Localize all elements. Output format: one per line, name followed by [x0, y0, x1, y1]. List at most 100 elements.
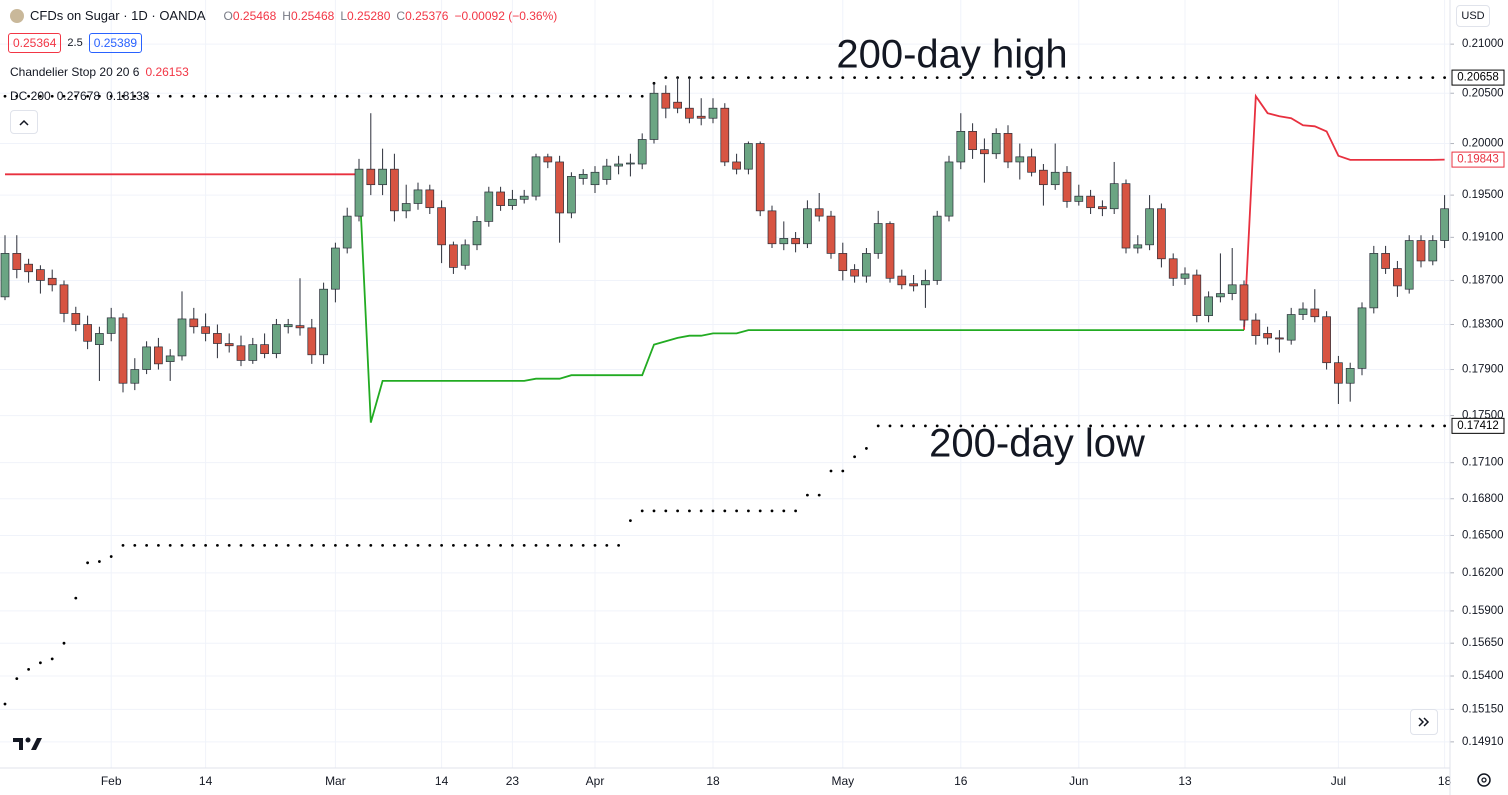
collapse-button[interactable] — [10, 110, 38, 134]
candle-body — [59, 284, 69, 314]
candle-body — [1381, 253, 1390, 269]
candle-body — [1204, 296, 1213, 316]
x-tick-label: Feb — [101, 774, 122, 788]
x-tick-label: Mar — [325, 774, 346, 788]
donchian-dot — [1089, 76, 1092, 79]
donchian-dot — [1230, 424, 1234, 428]
settings-icon[interactable] — [1477, 773, 1491, 787]
donchian-dot — [180, 543, 184, 547]
candle-body — [177, 318, 187, 357]
donchian-dot — [369, 94, 373, 98]
last-value-box — [1451, 417, 1505, 434]
donchian-dot — [983, 76, 986, 79]
symbol: CFDs on Sugar · 1D · OANDA — [30, 8, 206, 23]
donchian-dot — [558, 94, 561, 98]
donchian-dot — [1325, 424, 1328, 428]
candle-body — [1192, 274, 1202, 316]
indicator-name: Chandelier Stop 20 20 6 — [10, 65, 140, 79]
donchian-dot — [463, 94, 467, 98]
candle-body — [1027, 156, 1036, 173]
donchian-dot — [1160, 424, 1163, 428]
donchian-dot — [357, 94, 361, 98]
donchian-dot — [570, 94, 573, 98]
donchian-dot — [121, 94, 125, 98]
candle-body — [248, 344, 258, 361]
candle-body — [295, 325, 305, 329]
donchian-dot — [1112, 424, 1116, 428]
candle-body — [590, 171, 600, 186]
candle-body — [1322, 316, 1331, 364]
candle-body — [826, 215, 836, 254]
candle-body — [272, 324, 281, 355]
candle-body — [401, 203, 411, 212]
donchian-dot — [1313, 76, 1317, 79]
candle-body — [36, 269, 45, 281]
y-tick-label: 0.20500 — [1462, 87, 1504, 99]
donchian-dot — [463, 543, 467, 547]
donchian-dot — [688, 509, 691, 513]
donchian-dot — [487, 94, 491, 98]
donchian-dot — [900, 424, 904, 428]
candle-body — [1003, 133, 1013, 163]
donchian-dot — [806, 76, 809, 79]
candle-body — [425, 189, 435, 209]
donchian-dot — [534, 94, 538, 98]
candle-body — [1275, 337, 1284, 340]
donchian-dot — [770, 76, 774, 79]
donchian-dot — [204, 543, 208, 547]
candle-body — [873, 223, 883, 254]
buy-button[interactable]: 0.25389 — [88, 33, 143, 53]
chevron-right — [1418, 717, 1430, 727]
donchian-dot — [404, 543, 408, 547]
donchian-dot — [617, 94, 620, 98]
candle-body — [1440, 208, 1449, 241]
tradingview-logo — [13, 737, 42, 750]
candle-body — [1074, 195, 1084, 202]
donchian-dot — [286, 94, 290, 98]
sell-button[interactable]: 0.25364 — [8, 33, 62, 53]
donchian-dot — [1195, 76, 1199, 79]
donchian-dot — [758, 76, 762, 79]
donchian-dot — [1254, 76, 1258, 79]
donchian-dot — [593, 94, 597, 98]
ohlc-value: 0.25280 — [347, 8, 391, 23]
donchian-dot — [676, 509, 679, 513]
y-tick-label: 0.15900 — [1462, 605, 1504, 617]
candle-body — [47, 277, 57, 286]
donchian-dot — [369, 543, 373, 547]
donchian-dot — [888, 424, 892, 428]
donchian-dot — [1313, 424, 1317, 428]
donchian-dot — [841, 469, 845, 473]
currency-button[interactable]: USD — [1456, 5, 1490, 27]
donchian-dot — [1053, 424, 1057, 428]
ohlc-key: H — [282, 8, 291, 23]
candle-body — [708, 107, 718, 119]
donchian-dot — [747, 76, 750, 79]
donchian-dot — [1266, 76, 1269, 79]
y-tick-label: 0.15150 — [1462, 703, 1504, 715]
donchian-dot — [1006, 424, 1010, 428]
donchian-dot — [1030, 76, 1033, 79]
candle-body — [24, 263, 33, 273]
candle-body — [838, 253, 848, 272]
donchian-dot — [3, 94, 7, 98]
ohlc-key: C — [396, 8, 406, 23]
candle-body — [1157, 208, 1166, 260]
donchian-dot — [334, 543, 337, 547]
candle-body — [283, 324, 293, 328]
candle-body — [1345, 368, 1355, 384]
donchian-dot — [50, 94, 54, 98]
stop-line — [358, 174, 1244, 423]
donchian-dot — [416, 543, 420, 547]
donchian-dot — [322, 543, 325, 547]
candle-body — [661, 92, 671, 109]
donchian-dot — [1443, 424, 1446, 428]
candle-body — [519, 195, 529, 200]
candle-body — [567, 176, 576, 214]
scroll-right-button[interactable] — [1410, 709, 1438, 735]
candle-body — [378, 168, 387, 186]
candle-body — [1404, 240, 1414, 290]
donchian-dot — [133, 94, 137, 98]
donchian-dot — [1407, 76, 1411, 79]
